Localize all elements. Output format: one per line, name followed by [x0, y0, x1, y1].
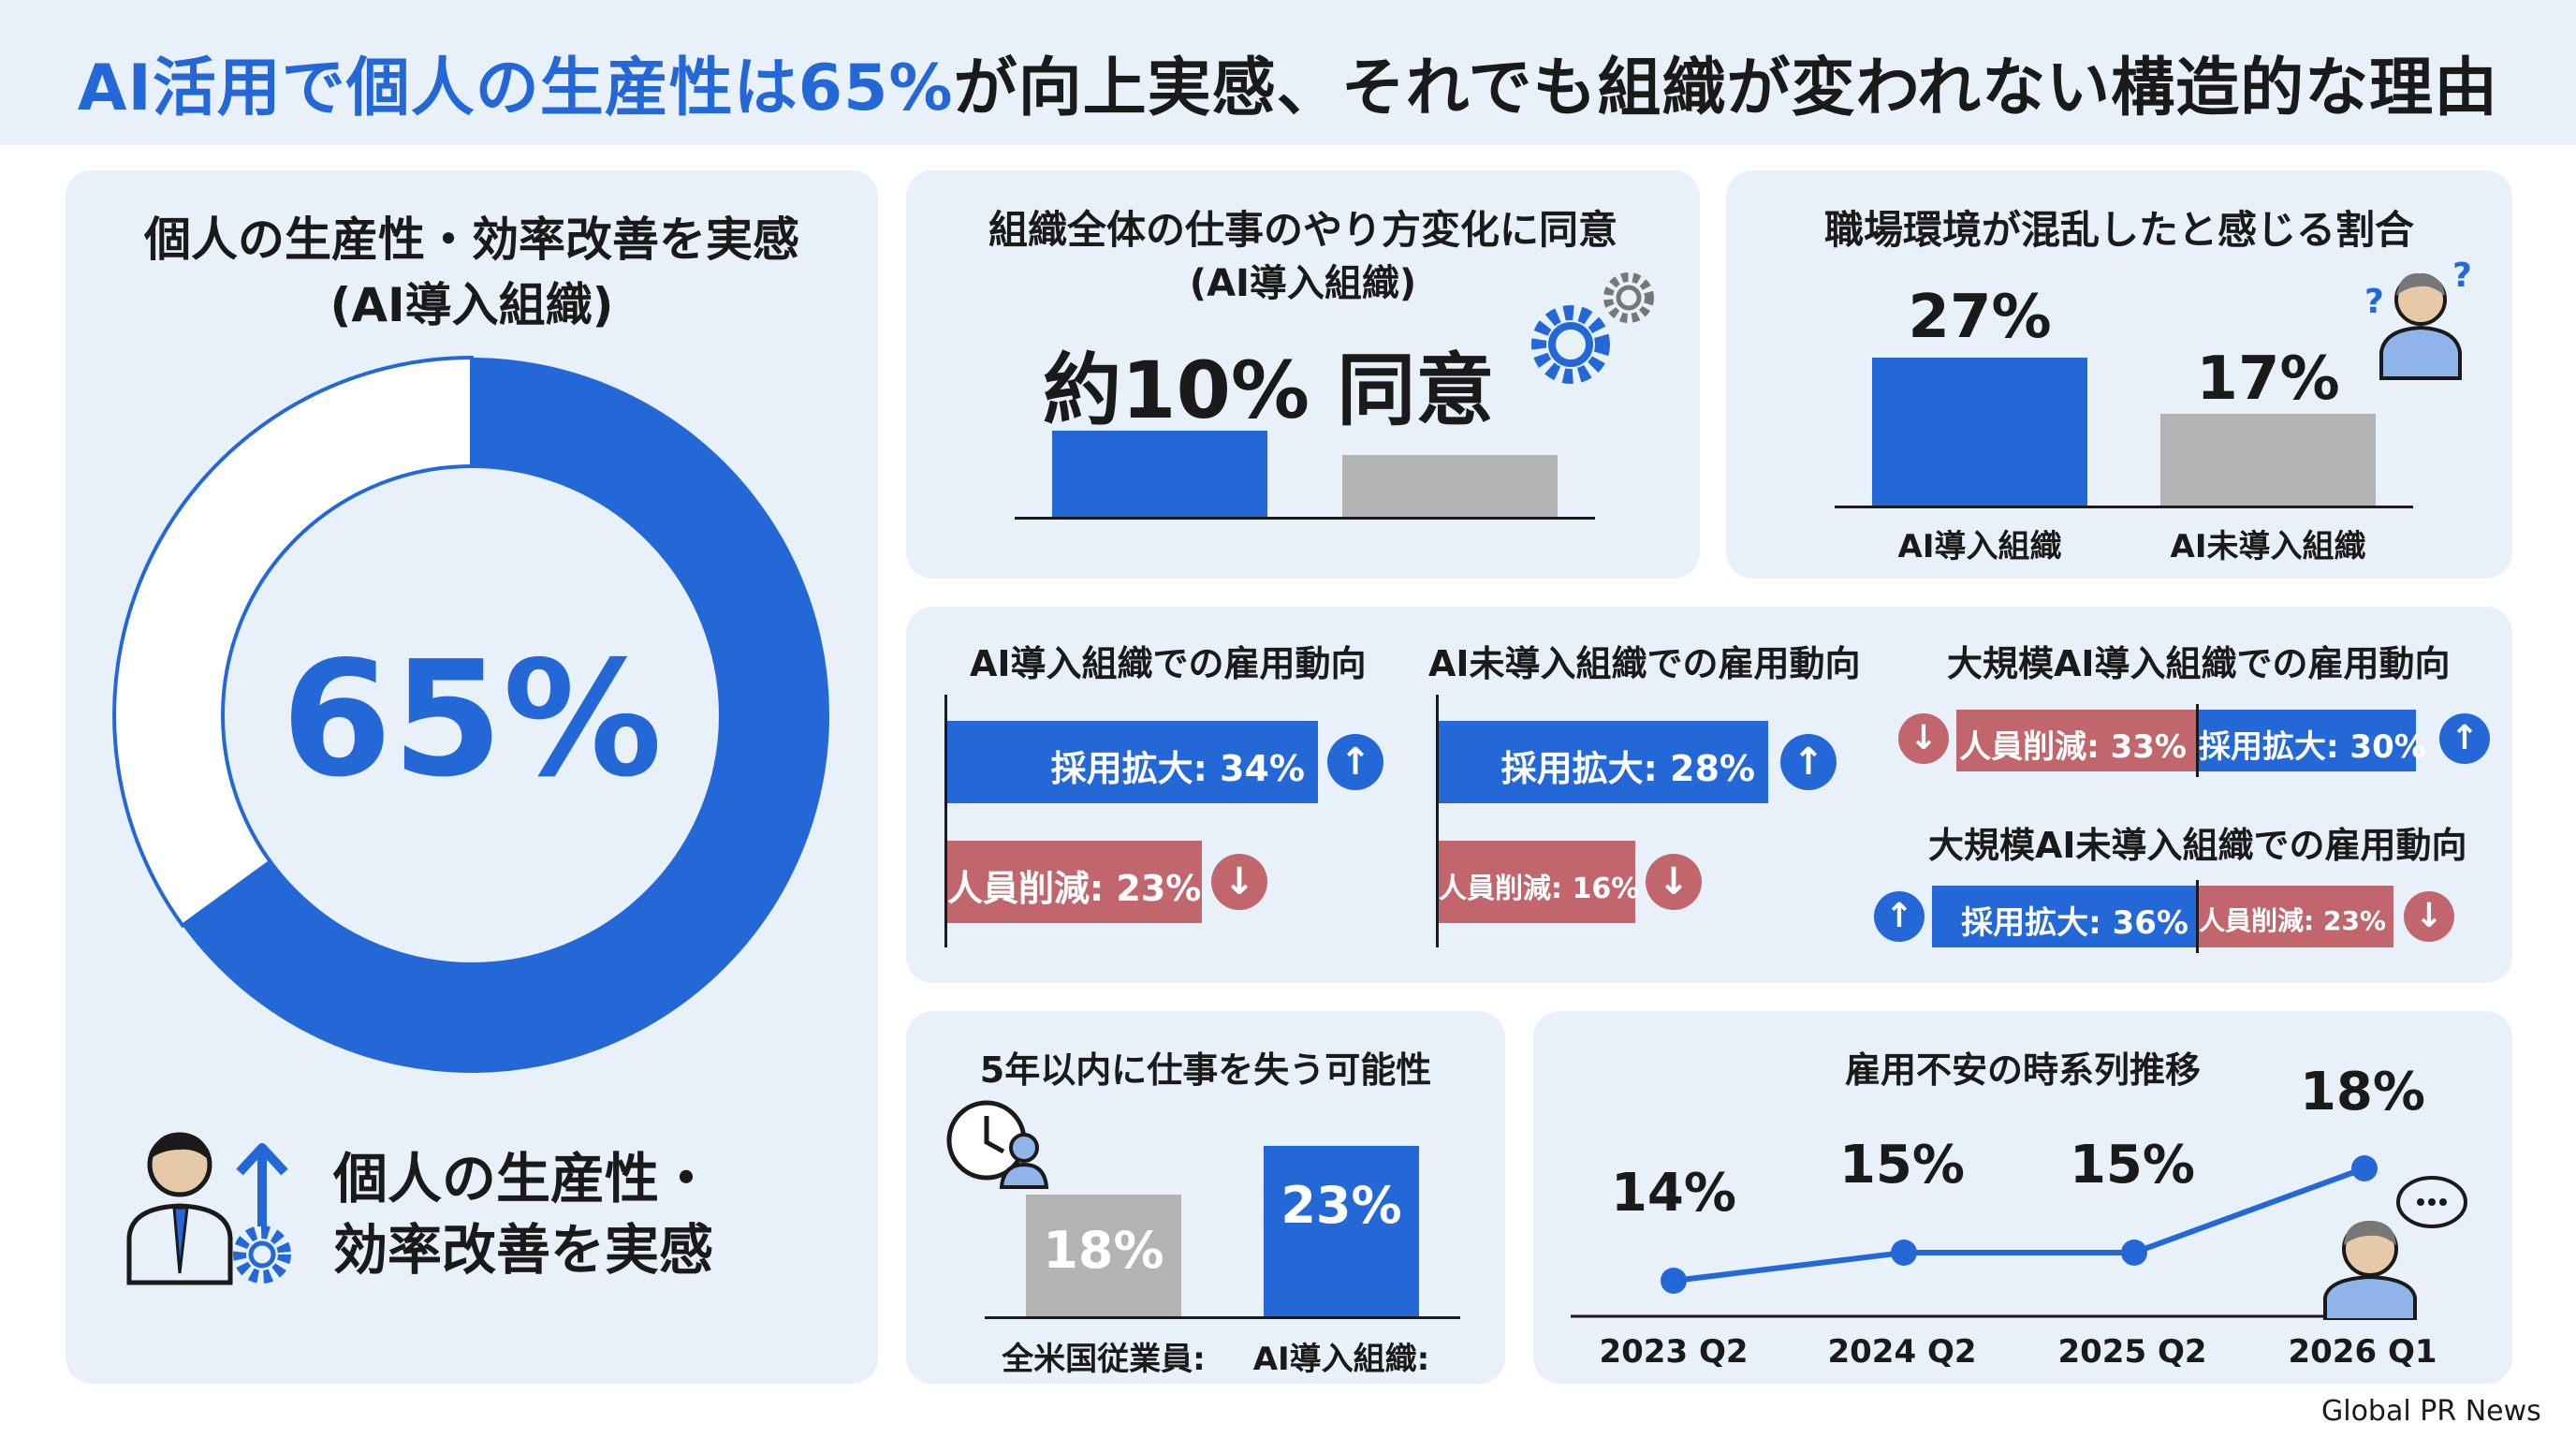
trend-cat-2026q1: 2026 Q1 [2288, 1333, 2437, 1371]
trend-point-1 [1891, 1240, 1917, 1266]
emp-non-ai-title: AI未導入組織での雇用動向 [1428, 643, 1861, 684]
productivity-caption-line2: 効率改善を実感 [333, 1218, 714, 1282]
chaos-value-ai: 27% [1908, 283, 2052, 352]
chaos-title: 職場環境が混乱したと感じる割合 [1823, 207, 2414, 253]
emp-large-non-ai-hire-arrow-up-icon: ↑ [1874, 891, 1925, 942]
productivity-title-line1: 個人の生産性・効率改善を実感 [144, 213, 799, 267]
trend-value-2026q1: 18% [2299, 1062, 2426, 1123]
chaos-baseline [1835, 506, 2413, 508]
emp-large-ai-cut-label: 人員削減: 33% [1959, 728, 2187, 766]
trend-value-2025q2: 15% [2069, 1135, 2196, 1196]
job-loss-cat-us: 全米国従業員: [1002, 1341, 1206, 1378]
emp-ai-hire-bar [947, 721, 1318, 803]
job-loss-bar-ai [1264, 1146, 1419, 1316]
emp-non-ai-cut-label: 人員削減: 16% [1439, 873, 1640, 905]
emp-large-non-ai-hire-label: 採用拡大: 36% [1961, 904, 2188, 942]
title-highlight: AI活用で個人の生産性は65% [77, 51, 954, 125]
emp-non-ai-axis [1436, 695, 1439, 947]
org-change-title-line2: (AI導入組織) [1189, 262, 1417, 305]
emp-large-non-ai-cut-arrow-down-icon: ↓ [2404, 891, 2454, 942]
emp-large-non-ai-cut-bar [2199, 886, 2393, 947]
emp-non-ai-cut-arrow-down-icon: ↓ [1646, 854, 1702, 910]
org-change-bar-ai [1052, 431, 1267, 517]
emp-ai-cut-arrow-down-icon: ↓ [1211, 854, 1267, 910]
trend-line-chart [1571, 1155, 2378, 1318]
emp-large-ai-hire-bar [2199, 710, 2416, 771]
job-loss-title: 5年以内に仕事を失う可能性 [979, 1049, 1432, 1091]
emp-large-non-ai-hire-bar [1932, 886, 2196, 947]
trend-value-2023q2: 14% [1610, 1163, 1737, 1224]
org-change-baseline [1015, 517, 1595, 520]
trend-value-2024q2: 15% [1838, 1135, 1966, 1196]
trend-title: 雇用不安の時系列推移 [1844, 1049, 2201, 1091]
emp-non-ai-hire-arrow-up-icon: ↑ [1780, 734, 1837, 790]
donut-center-value: 65% [281, 627, 663, 813]
emp-ai-hire-label: 採用拡大: 34% [1050, 748, 1305, 789]
svg-text:?: ? [2452, 257, 2472, 295]
thinking-person-icon [2323, 1176, 2467, 1320]
emp-large-non-ai-cut-label: 人員削減: 23% [2199, 905, 2386, 936]
trend-line [1673, 1166, 2366, 1284]
trend-cat-2023q2: 2023 Q2 [1599, 1333, 1749, 1371]
emp-ai-axis [944, 695, 947, 947]
emp-large-ai-axis [2196, 704, 2199, 777]
chaos-value-non-ai: 17% [2196, 345, 2340, 414]
chaos-bar-ai [1872, 358, 2087, 506]
emp-ai-cut-bar [947, 841, 1202, 923]
productivity-donut [112, 355, 829, 1073]
emp-large-ai-cut-bar [1956, 710, 2196, 771]
trend-point-2 [2121, 1240, 2147, 1266]
page-title: AI活用で個人の生産性は65%が向上実感、それでも組織が変われない構造的な理由 [0, 36, 2576, 128]
emp-large-non-ai-title: 大規模AI未導入組織での雇用動向 [1928, 825, 2467, 866]
emp-large-ai-hire-arrow-up-icon: ↑ [2439, 713, 2490, 764]
trend-cat-2025q2: 2025 Q2 [2057, 1333, 2207, 1371]
emp-ai-cut-label: 人員削減: 23% [947, 868, 1202, 909]
emp-large-ai-title: 大規模AI導入組織での雇用動向 [1947, 643, 2451, 684]
trend-point-3 [2351, 1155, 2378, 1181]
emp-ai-hire-arrow-up-icon: ↑ [1327, 734, 1383, 790]
org-change-bar-other [1342, 455, 1558, 517]
emp-non-ai-cut-bar [1439, 841, 1635, 923]
svg-text:?: ? [2364, 283, 2384, 321]
job-loss-baseline [985, 1316, 1460, 1319]
emp-ai-title: AI導入組織での雇用動向 [970, 643, 1367, 684]
org-change-title-line1: 組織全体の仕事のやり方変化に同意 [988, 207, 1617, 253]
confused-person-icon: ? ? [2364, 257, 2472, 380]
job-loss-value-ai: 23% [1281, 1176, 1402, 1235]
job-anxiety-trend-panel [1533, 1011, 2512, 1384]
emp-non-ai-hire-label: 採用拡大: 28% [1500, 748, 1755, 789]
trend-cat-2024q2: 2024 Q2 [1827, 1333, 1977, 1371]
person-upward-arrow-gear-icon [126, 1132, 291, 1285]
emp-large-non-ai-axis [2196, 880, 2199, 953]
chaos-bar-non-ai [2160, 414, 2376, 506]
title-rest: が向上実感、それでも組織が変われない構造的な理由 [953, 51, 2499, 125]
footer-credit: Global PR News [2321, 1395, 2541, 1428]
chaos-cat-ai: AI導入組織 [1897, 528, 2062, 565]
chaos-cat-non-ai: AI未導入組織 [2170, 528, 2366, 565]
org-change-big-label: 約10% 同意 [1043, 345, 1495, 436]
emp-non-ai-hire-bar [1439, 721, 1768, 803]
emp-large-ai-cut-arrow-down-icon: ↓ [1898, 713, 1949, 764]
job-loss-value-us: 18% [1043, 1221, 1164, 1280]
productivity-title-line2: (AI導入組織) [329, 278, 614, 332]
productivity-caption-line1: 個人の生産性・ [333, 1147, 714, 1211]
trend-point-0 [1661, 1268, 1687, 1294]
clock-person-icon [946, 1100, 1049, 1189]
emp-large-ai-hire-label: 採用拡大: 30% [2199, 728, 2426, 766]
job-loss-cat-ai: AI導入組織: [1252, 1341, 1430, 1378]
gear-icon [1531, 272, 1654, 384]
header-band [0, 0, 2576, 145]
job-loss-bar-us [1026, 1195, 1181, 1316]
